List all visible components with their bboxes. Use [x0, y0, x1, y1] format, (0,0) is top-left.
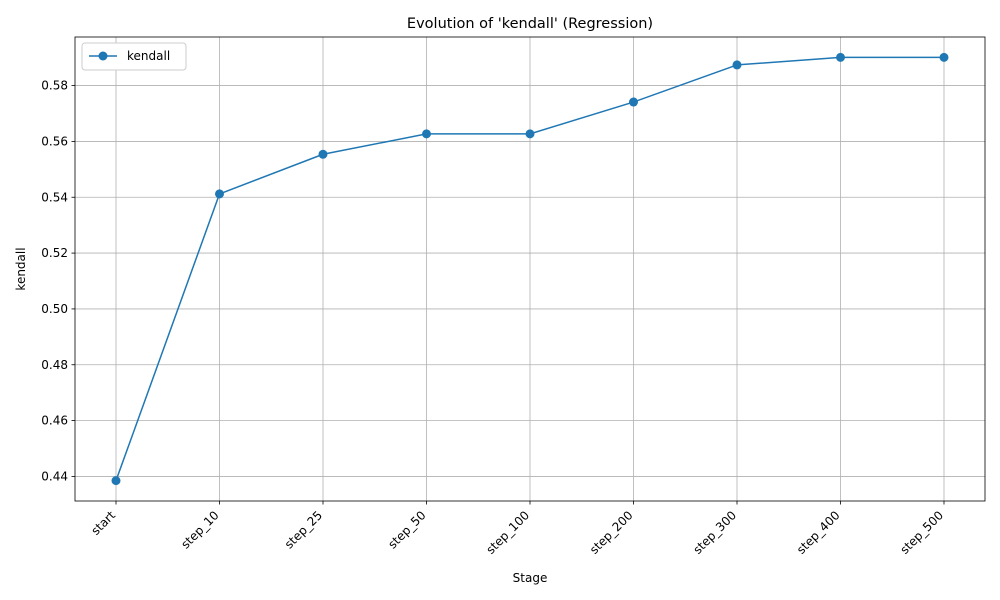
- legend-label: kendall: [127, 49, 170, 63]
- y-axis-label: kendall: [14, 247, 28, 290]
- y-tick-label: 0.58: [41, 79, 68, 93]
- legend-box: [81, 42, 187, 71]
- series-layer: [111, 52, 949, 486]
- legend-marker-swatch: [98, 51, 108, 61]
- y-tick-label: 0.54: [41, 190, 68, 204]
- y-tick-label: 0.52: [41, 246, 68, 260]
- data-point: [318, 149, 328, 159]
- data-point: [525, 129, 535, 139]
- legend: kendall: [81, 42, 187, 71]
- data-point: [111, 476, 121, 486]
- data-point: [422, 129, 431, 139]
- y-tick-label: 0.56: [41, 134, 68, 148]
- y-tick-label: 0.48: [41, 358, 68, 372]
- y-tick-label: 0.50: [41, 302, 68, 316]
- grid: [75, 37, 985, 501]
- y-axis-ticks: 0.44 0.46 0.48 0.50 0.52 0.54 0.56 0.58: [41, 79, 75, 483]
- data-point: [732, 60, 742, 70]
- data-point: [215, 189, 224, 199]
- data-point: [836, 52, 845, 62]
- y-tick-label: 0.44: [41, 469, 68, 483]
- y-tick-label: 0.46: [41, 414, 68, 428]
- x-axis-label: Stage: [513, 571, 548, 585]
- data-point: [939, 52, 949, 62]
- data-point: [629, 97, 638, 107]
- chart-title: Evolution of 'kendall' (Regression): [407, 16, 653, 32]
